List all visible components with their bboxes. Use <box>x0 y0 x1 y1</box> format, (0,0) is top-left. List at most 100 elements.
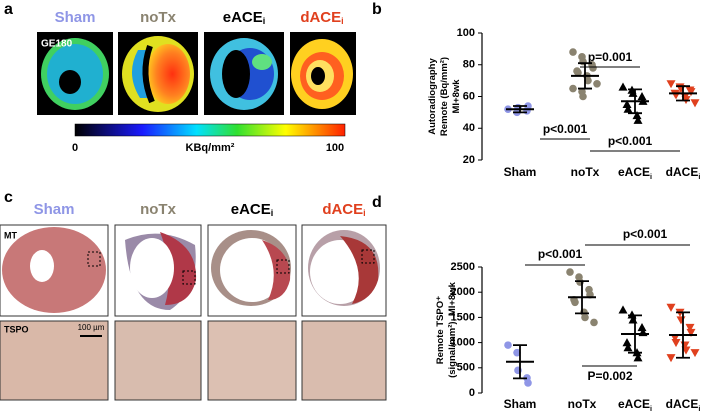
data-point <box>524 379 532 387</box>
group-name: eACE <box>223 9 263 26</box>
data-point <box>593 80 601 88</box>
y-tick-label: 500 <box>457 362 475 374</box>
group-name: dACE <box>300 9 341 26</box>
data-point <box>569 84 577 93</box>
data-point <box>590 318 598 327</box>
row-label: MT <box>4 230 17 240</box>
data-point <box>637 92 647 101</box>
data-point <box>623 104 633 113</box>
group-name: noTx <box>571 165 600 179</box>
y-tick-label: 40 <box>463 122 475 134</box>
data-point <box>574 68 582 77</box>
group-name: dACE <box>322 201 363 218</box>
data-point <box>637 322 647 332</box>
panel-label: a <box>4 1 13 18</box>
histology-images <box>0 224 387 401</box>
y-tick-label: 60 <box>463 90 475 102</box>
group-name: eACE <box>618 397 650 411</box>
p-value: p<0.001 <box>538 247 583 261</box>
error-bar <box>676 85 690 102</box>
y-axis-label-line: Autoradiography <box>427 58 438 135</box>
p-value: p=0.001 <box>588 50 633 64</box>
y-tick-label: 1000 <box>451 337 475 349</box>
group-label: eACEi <box>223 9 266 26</box>
group-label: noTx <box>140 201 176 218</box>
data-point <box>579 92 587 101</box>
group-label: Sham <box>34 201 75 218</box>
colorbar-max: 100 <box>326 142 344 154</box>
data-point <box>581 313 589 322</box>
y-axis-label-line: Remote (Bq/mm²) <box>439 57 450 136</box>
group-subscript: i <box>650 172 652 181</box>
colorbar-unit: KBq/mm² <box>186 142 235 154</box>
group-name: noTx <box>568 397 597 411</box>
group-label: eACEi <box>231 201 274 218</box>
data-point <box>686 88 696 97</box>
data-point <box>566 268 574 276</box>
group-subscript: i <box>698 404 700 412</box>
group-name: eACE <box>618 165 650 179</box>
y-tick-label: 100 <box>457 27 475 39</box>
group-label: dACEi <box>300 9 343 26</box>
group-name: Sham <box>504 397 537 411</box>
group-label: dACEi <box>666 397 701 412</box>
data-point <box>622 99 632 109</box>
y-axis-label-line: MI+8wk <box>451 79 462 114</box>
group-name: noTx <box>140 9 176 26</box>
panel-label: c <box>4 189 13 206</box>
data-point <box>513 348 521 357</box>
data-point <box>632 111 642 120</box>
data-point <box>524 102 532 110</box>
group-subscript: i <box>271 208 274 218</box>
group-subscript: i <box>263 16 266 26</box>
data-point <box>589 64 597 72</box>
y-tick-label: 0 <box>469 387 475 399</box>
y-tick-label: 2500 <box>451 261 475 273</box>
group-label: Sham <box>504 165 537 179</box>
data-point <box>584 76 592 85</box>
error-bar <box>575 280 589 315</box>
data-point <box>686 328 696 338</box>
y-axis-label: AutoradiographyRemote (Bq/mm²)MI+8wk <box>427 57 462 136</box>
group-name: Sham <box>55 9 96 26</box>
panel-label: b <box>372 1 382 18</box>
y-tick-label: 1500 <box>451 311 475 323</box>
data-point <box>666 80 676 89</box>
group-subscript: i <box>363 208 366 218</box>
data-point <box>618 305 628 314</box>
data-point <box>633 115 643 124</box>
group-label: dACEi <box>322 201 365 218</box>
group-label: Sham <box>55 9 96 26</box>
data-point <box>504 341 512 349</box>
p-value: p<0.001 <box>543 122 588 136</box>
row-label: TSPO <box>4 324 29 334</box>
data-point <box>666 354 676 363</box>
data-point <box>622 338 632 347</box>
group-subscript: i <box>341 16 344 26</box>
data-point <box>618 82 628 91</box>
data-point <box>671 339 681 348</box>
group-label: eACEi <box>618 165 652 181</box>
data-point <box>690 349 700 358</box>
group-label: eACEi <box>618 397 652 412</box>
data-point <box>633 353 643 362</box>
group-subscript: i <box>650 404 652 412</box>
data-point <box>623 343 633 352</box>
error-bar <box>628 88 642 115</box>
error-bar <box>513 105 527 114</box>
p-value: P=0.002 <box>587 369 632 383</box>
y-tick-label: 80 <box>463 59 475 71</box>
y-axis-label-line: (signal/mm²), MI+8wk <box>447 281 458 378</box>
data-point <box>666 303 676 312</box>
data-point <box>571 298 579 307</box>
group-name: Sham <box>34 201 75 218</box>
y-tick-label: 20 <box>463 154 475 166</box>
tracer-label: GE180 <box>41 39 73 50</box>
data-point <box>676 316 686 325</box>
autoradiography-images <box>37 32 356 137</box>
p-value: p<0.001 <box>608 134 653 148</box>
colorbar-min: 0 <box>72 142 78 154</box>
group-label: Sham <box>504 397 537 411</box>
labels: a b c d GE180 0 KBq/mm² 100 MT TSPO 100 … <box>4 1 382 334</box>
